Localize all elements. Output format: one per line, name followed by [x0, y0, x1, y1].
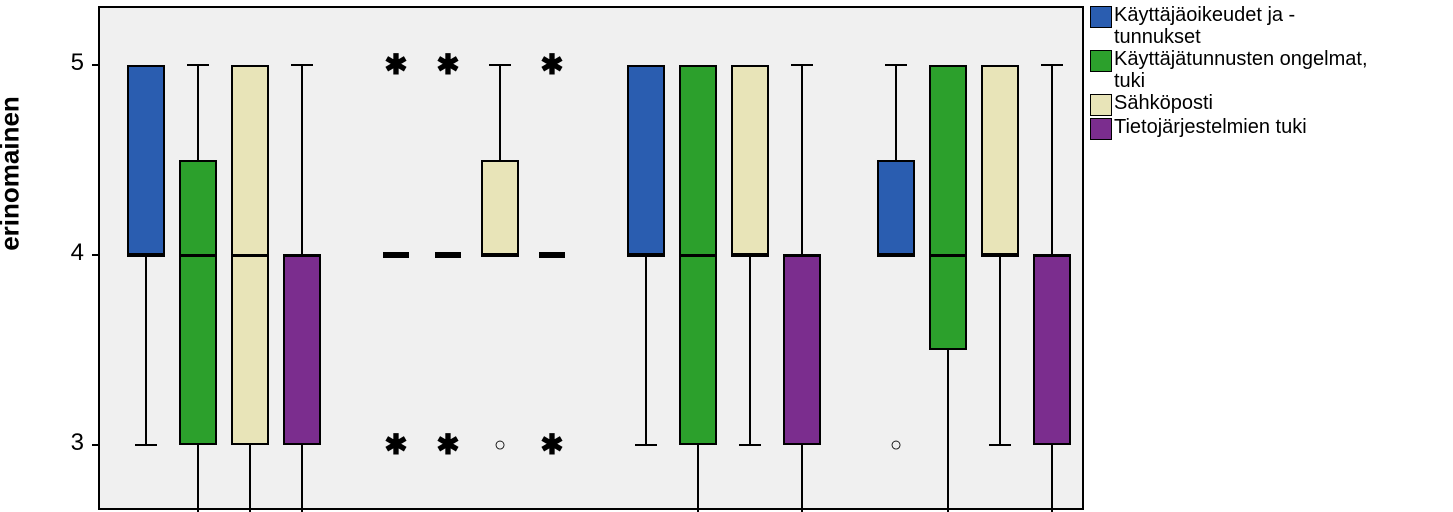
box-median — [435, 252, 462, 258]
outlier-extreme: ✱ — [436, 431, 459, 459]
y-tick — [92, 64, 100, 66]
whisker-upper — [197, 65, 199, 160]
box-median — [929, 254, 967, 257]
plot-area: ✱ ✱ ✱ ✱ ○ ✱ ✱ ○ — [98, 6, 1084, 510]
whisker-upper — [801, 65, 803, 255]
whisker-cap — [187, 64, 210, 66]
boxplot-box — [127, 65, 165, 255]
boxplot-box — [981, 65, 1019, 255]
whisker-cap — [739, 444, 762, 446]
whisker-lower — [197, 445, 199, 512]
boxplot-box — [929, 65, 967, 350]
boxplot-box — [1033, 255, 1071, 445]
chart-canvas: ✱✱✱✱○✱✱○ erinomainen Käyttäjäoikeudet ja… — [0, 0, 1453, 512]
boxplot-box — [731, 65, 769, 255]
outlier-extreme: ✱ — [384, 51, 407, 79]
whisker-lower — [697, 445, 699, 512]
outlier-extreme: ✱ — [540, 51, 563, 79]
boxplot-box — [481, 160, 519, 255]
outlier-mild: ○ — [494, 435, 506, 455]
whisker-upper — [499, 65, 501, 160]
plot-inner: ✱ ✱ ✱ ✱ ○ ✱ ✱ ○ — [100, 8, 1082, 508]
y-tick — [92, 444, 100, 446]
box-median — [383, 252, 410, 258]
whisker-cap — [635, 444, 658, 446]
whisker-lower — [249, 445, 251, 512]
whisker-lower — [947, 350, 949, 512]
box-median — [179, 254, 217, 257]
whisker-lower — [801, 445, 803, 512]
outlier-extreme: ✱ — [384, 431, 407, 459]
whisker-cap — [1041, 64, 1064, 66]
whisker-lower — [999, 255, 1001, 445]
legend-item: Sähköposti — [1090, 92, 1368, 116]
y-tick-label: 4 — [0, 239, 84, 267]
y-tick-label: 3 — [0, 429, 84, 457]
whisker-upper — [895, 65, 897, 160]
legend-item: Käyttäjätunnusten ongelmat, tuki — [1090, 48, 1368, 92]
whisker-cap — [989, 444, 1012, 446]
boxplot-box — [179, 160, 217, 445]
boxplot-box — [283, 255, 321, 445]
boxplot-box — [783, 255, 821, 445]
legend-item: Tietojärjestelmien tuki — [1090, 116, 1368, 140]
whisker-upper — [1051, 65, 1053, 255]
whisker-cap — [489, 64, 512, 66]
box-median — [231, 254, 269, 257]
legend-swatch — [1090, 94, 1112, 116]
legend-swatch — [1090, 50, 1112, 72]
legend-label: Tietojärjestelmien tuki — [1114, 116, 1307, 138]
legend-swatch — [1090, 118, 1112, 140]
whisker-lower — [645, 255, 647, 445]
whisker-lower — [145, 255, 147, 445]
y-tick — [92, 254, 100, 256]
whisker-cap — [885, 64, 908, 66]
box-median — [679, 254, 717, 257]
whisker-upper — [301, 65, 303, 255]
box-median — [539, 252, 566, 258]
whisker-cap — [791, 64, 814, 66]
legend-label: Käyttäjäoikeudet ja - tunnukset — [1114, 4, 1295, 48]
boxplot-box — [877, 160, 915, 255]
legend-item: Käyttäjäoikeudet ja - tunnukset — [1090, 4, 1368, 48]
outlier-mild: ○ — [890, 435, 902, 455]
whisker-cap — [291, 64, 314, 66]
whisker-lower — [301, 445, 303, 512]
whisker-lower — [1051, 445, 1053, 512]
y-tick-label: 5 — [0, 49, 84, 77]
boxplot-box — [627, 65, 665, 255]
outlier-extreme: ✱ — [540, 431, 563, 459]
whisker-lower — [749, 255, 751, 445]
legend-label: Käyttäjätunnusten ongelmat, tuki — [1114, 48, 1368, 92]
legend-label: Sähköposti — [1114, 92, 1213, 114]
whisker-cap — [135, 444, 158, 446]
box-median — [481, 254, 519, 257]
outlier-extreme: ✱ — [436, 51, 459, 79]
box-median — [877, 254, 915, 257]
legend-swatch — [1090, 6, 1112, 28]
legend: Käyttäjäoikeudet ja - tunnuksetKäyttäjät… — [1090, 4, 1368, 140]
